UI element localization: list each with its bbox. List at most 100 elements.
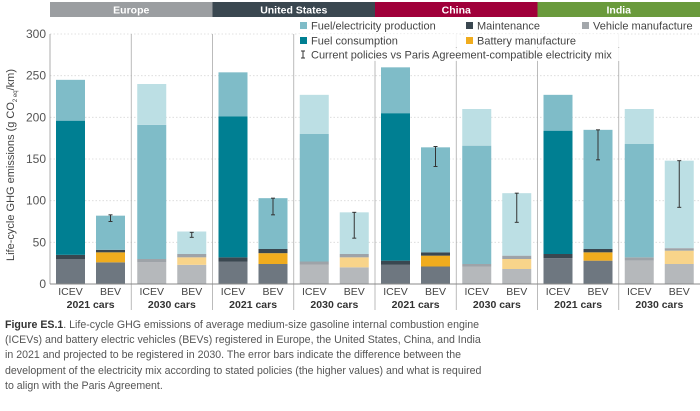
bar-segment-fuel-production [56, 79, 85, 121]
bar-segment-maintenance [381, 260, 410, 265]
y-tick-label: 100 [26, 194, 46, 208]
bar-segment-maintenance [502, 255, 532, 259]
bar-segment-fuel-consumption [218, 116, 248, 258]
legend-label: Fuel/electricity production [311, 21, 436, 33]
bar-segment-vehicle [381, 264, 410, 284]
legend-label: Battery manufacture [477, 36, 576, 48]
bar-segment-maintenance [421, 252, 450, 256]
bar-label: BEV [587, 286, 608, 298]
bar-segment-vehicle [624, 260, 654, 284]
y-tick-label: 250 [26, 69, 46, 83]
legend-label: Current policies vs Paris Agreement-comp… [311, 50, 612, 62]
bar-label: BEV [344, 286, 365, 298]
bar-segment-vehicle [96, 262, 125, 284]
bar-segment-fuel-production [137, 84, 167, 125]
y-axis-label: Life-cycle GHG emissions (g CO2 eq/km) [5, 69, 19, 261]
group-label: 2021 cars [229, 299, 277, 311]
bar-segment-maintenance [462, 264, 492, 267]
region-header-china [375, 2, 538, 17]
y-tick-label: 200 [26, 110, 46, 124]
bar-segment-vehicle [218, 261, 248, 284]
bar-segment-battery [96, 252, 125, 263]
bar-segment-vehicle [543, 258, 573, 284]
region-label: United States [260, 5, 327, 17]
bar-segment-maintenance [96, 249, 125, 253]
bar-segment-maintenance [624, 257, 654, 261]
bar-segment-vehicle [177, 264, 207, 284]
bar-segment-maintenance [339, 254, 369, 258]
bar-label: ICEV [58, 286, 83, 298]
bar-label: ICEV [139, 286, 164, 298]
legend-bg [580, 19, 698, 32]
region-header-united-states [212, 2, 375, 17]
bar-label: BEV [425, 286, 446, 298]
bar-segment-maintenance [583, 249, 613, 253]
group-label: 2021 cars [392, 299, 440, 311]
legend-label: Fuel consumption [311, 36, 398, 48]
bar-segment-vehicle [299, 264, 329, 284]
legend-swatch-maintenance [466, 22, 473, 29]
bar-segment-vehicle [421, 266, 450, 284]
bar-segment-maintenance [177, 254, 207, 258]
bar-segment-fuel-production [381, 67, 410, 114]
bar-segment-battery [583, 252, 613, 261]
group-label: 2030 cars [310, 299, 358, 311]
legend-bg [298, 48, 683, 61]
bar-segment-battery [421, 255, 450, 267]
bar-segment-vehicle [339, 267, 369, 284]
bar-segment-fuel-production [218, 72, 248, 117]
legend-label: Maintenance [477, 21, 540, 33]
region-label: Europe [113, 5, 149, 17]
figure-caption: Figure ES.1. Life-cycle GHG emissions of… [5, 318, 485, 394]
bar-label: ICEV [627, 286, 652, 298]
bar-label: BEV [181, 286, 202, 298]
bar-segment-vehicle [258, 264, 288, 284]
bar-segment-vehicle [664, 264, 694, 284]
bar-segment-vehicle [56, 259, 85, 284]
bar-label: ICEV [221, 286, 246, 298]
bar-segment-maintenance [664, 248, 694, 251]
bar-segment-maintenance [258, 249, 288, 254]
legend-bg [464, 34, 624, 47]
bar-segment-battery [502, 259, 532, 269]
bar-segment-vehicle [583, 260, 613, 284]
bar-label: ICEV [464, 286, 489, 298]
bar-label: ICEV [302, 286, 327, 298]
bar-segment-fuel-production [177, 231, 207, 254]
legend-swatch-fuel-consumption [300, 37, 307, 44]
bar-segment-vehicle [462, 266, 492, 284]
bar-segment-vehicle [137, 262, 167, 284]
bar-segment-fuel-consumption [56, 120, 85, 255]
legend-swatch-fuel-production [300, 22, 307, 29]
bar-label: ICEV [383, 286, 408, 298]
bar-segment-fuel-production [624, 109, 654, 144]
bar-segment-fuel-production [299, 94, 329, 134]
caption-text: . Life-cycle GHG emissions of average me… [5, 319, 482, 392]
bar-segment-fuel-consumption [381, 113, 410, 261]
bar-segment-maintenance [543, 254, 573, 259]
bar-segment-fuel-consumption [462, 145, 492, 264]
caption-label: Figure ES.1 [5, 319, 64, 331]
bar-segment-fuel-consumption [624, 144, 654, 258]
legend-bg [298, 34, 458, 47]
group-label: 2030 cars [635, 299, 683, 311]
legend-label: Vehicle manufacture [593, 21, 693, 33]
bar-segment-maintenance [218, 257, 248, 262]
y-tick-label: 150 [26, 152, 46, 166]
emissions-chart: 0 50 100 150 200 250 300 Life-cycle GHG emissio… [5, 2, 700, 311]
bar-segment-maintenance [299, 261, 329, 265]
y-tick-label: 0 [39, 277, 46, 291]
bar-label: BEV [506, 286, 527, 298]
region-header-india [537, 2, 700, 17]
bar-label: BEV [262, 286, 283, 298]
bar-segment-fuel-production [462, 109, 492, 146]
group-label: 2021 cars [554, 299, 602, 311]
region-header-europe [50, 2, 213, 17]
bar-segment-battery [664, 250, 694, 264]
bar-segment-fuel-consumption [543, 130, 573, 254]
group-label: 2021 cars [67, 299, 115, 311]
legend-swatch-battery [466, 37, 473, 44]
bar-segment-vehicle [502, 269, 532, 284]
legend-bg [298, 19, 458, 32]
bar-segment-battery [339, 257, 369, 268]
